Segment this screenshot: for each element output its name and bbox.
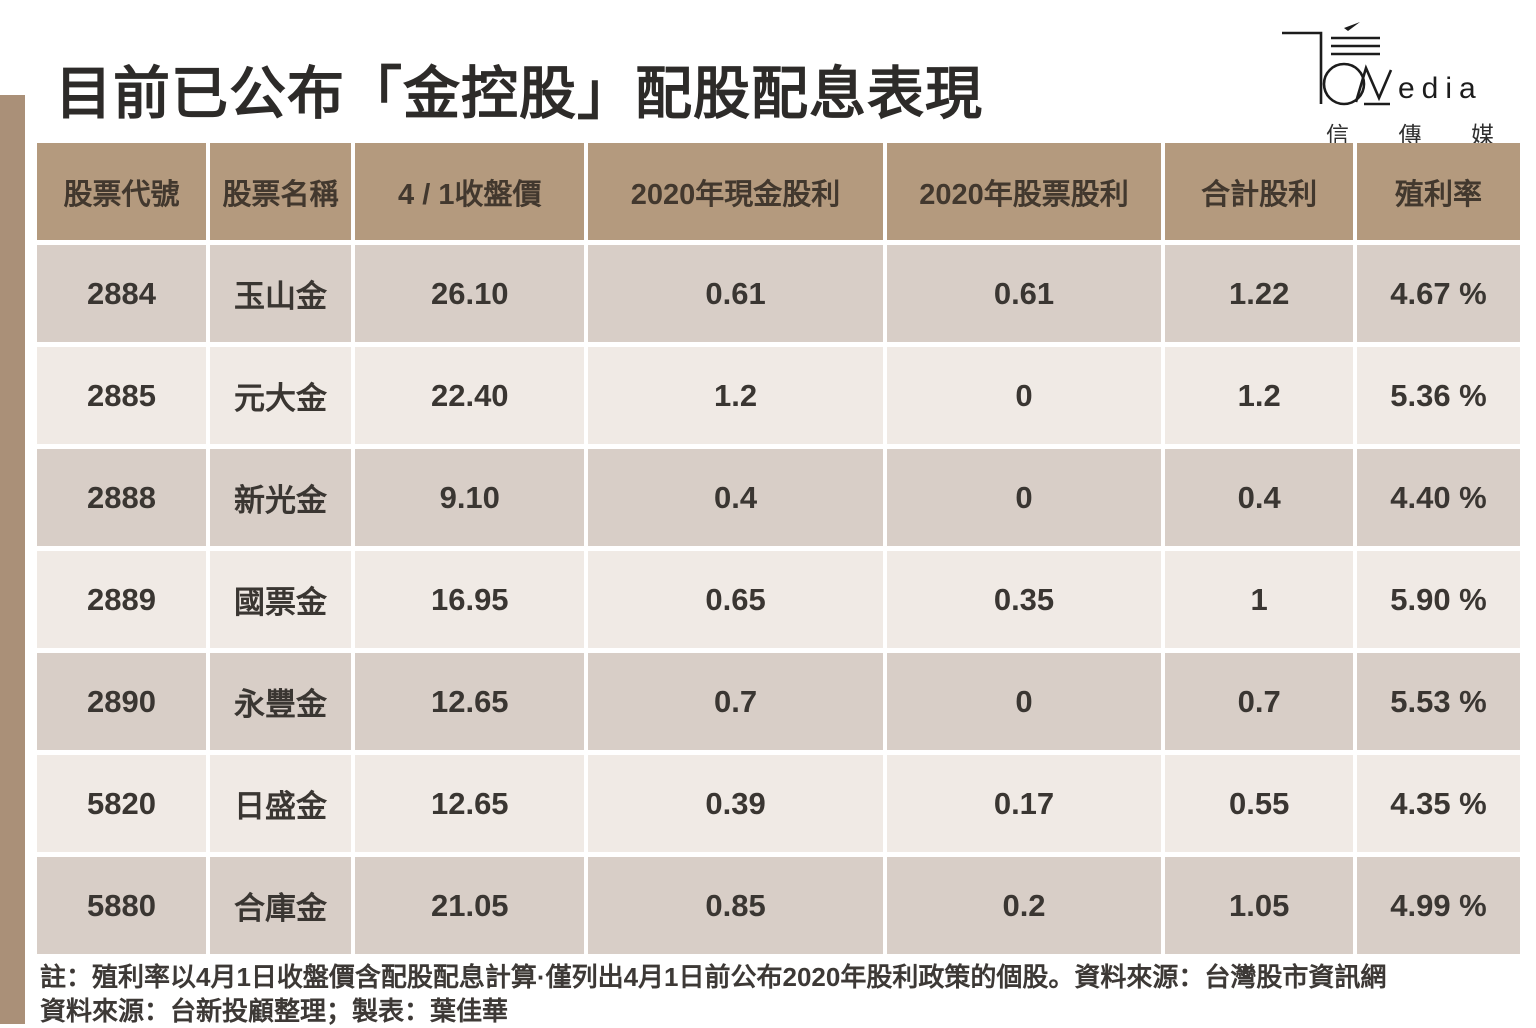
cell-total-dividend: 1.22 bbox=[1165, 245, 1353, 342]
footnote-line-1: 註：殖利率以4月1日收盤價含配股配息計算·僅列出4月1日前公布2020年股利政策… bbox=[40, 962, 1387, 992]
cell-close-price: 22.40 bbox=[355, 347, 585, 444]
cell-cash-dividend: 0.4 bbox=[588, 449, 883, 546]
cell-stock-code: 2885 bbox=[37, 347, 206, 444]
cell-cash-dividend: 0.61 bbox=[588, 245, 883, 342]
cell-yield: 4.35 % bbox=[1357, 755, 1520, 852]
cell-stock-code: 2890 bbox=[37, 653, 206, 750]
cell-yield: 4.40 % bbox=[1357, 449, 1520, 546]
cell-total-dividend: 0.55 bbox=[1165, 755, 1353, 852]
logo-char-chuan: 傳 bbox=[1398, 122, 1422, 148]
column-header-yield: 殖利率 bbox=[1357, 143, 1520, 240]
footnote-line-2: 資料來源：台新投顧整理；製表：葉佳華 bbox=[40, 996, 509, 1026]
cell-yield: 4.67 % bbox=[1357, 245, 1520, 342]
cell-cash-dividend: 0.39 bbox=[588, 755, 883, 852]
cell-stock-code: 2884 bbox=[37, 245, 206, 342]
left-accent-bar bbox=[0, 95, 25, 1024]
cm-media-logo-mark: edia bbox=[1282, 22, 1483, 106]
logo-char-xin: 信 bbox=[1326, 122, 1349, 148]
cell-cash-dividend: 0.85 bbox=[588, 857, 883, 954]
column-header-stock-code: 股票代號 bbox=[37, 143, 206, 240]
cell-cash-dividend: 0.7 bbox=[588, 653, 883, 750]
cell-close-price: 16.95 bbox=[355, 551, 585, 648]
column-header-close-price: 4 / 1收盤價 bbox=[355, 143, 585, 240]
cell-total-dividend: 0.4 bbox=[1165, 449, 1353, 546]
dividend-table: 股票代號 股票名稱 4 / 1收盤價 2020年現金股利 2020年股票股利 合計股利 殖利… bbox=[37, 143, 1520, 954]
cell-stock-dividend: 0 bbox=[886, 347, 1162, 444]
column-header-stock-dividend: 2020年股票股利 bbox=[886, 143, 1162, 240]
cell-stock-name: 元大金 bbox=[209, 347, 352, 444]
cm-media-logo: edia 信 傳 媒 bbox=[1268, 20, 1513, 148]
cell-stock-code: 2889 bbox=[37, 551, 206, 648]
cell-total-dividend: 0.7 bbox=[1165, 653, 1353, 750]
cell-stock-name: 合庫金 bbox=[209, 857, 352, 954]
cell-total-dividend: 1.05 bbox=[1165, 857, 1353, 954]
cell-total-dividend: 1 bbox=[1165, 551, 1353, 648]
cell-stock-code: 5820 bbox=[37, 755, 206, 852]
cell-cash-dividend: 0.65 bbox=[588, 551, 883, 648]
cell-yield: 5.53 % bbox=[1357, 653, 1520, 750]
cell-stock-code: 5880 bbox=[37, 857, 206, 954]
cell-stock-dividend: 0 bbox=[886, 653, 1162, 750]
logo-latin-text: edia bbox=[1398, 72, 1483, 105]
cell-stock-name: 國票金 bbox=[209, 551, 352, 648]
cell-stock-name: 玉山金 bbox=[209, 245, 352, 342]
logo-cjk-text: 信 傳 媒 bbox=[1326, 116, 1494, 150]
cell-stock-dividend: 0.61 bbox=[886, 245, 1162, 342]
cell-cash-dividend: 1.2 bbox=[588, 347, 883, 444]
cell-stock-dividend: 0.17 bbox=[886, 755, 1162, 852]
cell-close-price: 9.10 bbox=[355, 449, 585, 546]
cell-yield: 5.36 % bbox=[1357, 347, 1520, 444]
column-header-total-dividend: 合計股利 bbox=[1165, 143, 1353, 240]
cell-stock-name: 永豐金 bbox=[209, 653, 352, 750]
footnotes: 註：殖利率以4月1日收盤價含配股配息計算·僅列出4月1日前公布2020年股利政策… bbox=[40, 960, 1500, 1028]
cell-close-price: 26.10 bbox=[355, 245, 585, 342]
cell-stock-dividend: 0.35 bbox=[886, 551, 1162, 648]
cell-yield: 5.90 % bbox=[1357, 551, 1520, 648]
cell-yield: 4.99 % bbox=[1357, 857, 1520, 954]
cell-stock-dividend: 0 bbox=[886, 449, 1162, 546]
cell-close-price: 12.65 bbox=[355, 755, 585, 852]
logo-char-mei: 媒 bbox=[1471, 122, 1494, 148]
cell-total-dividend: 1.2 bbox=[1165, 347, 1353, 444]
cell-stock-name: 新光金 bbox=[209, 449, 352, 546]
cell-close-price: 21.05 bbox=[355, 857, 585, 954]
page-title: 目前已公布「金控股」配股配息表現 bbox=[55, 62, 983, 126]
cell-stock-name: 日盛金 bbox=[209, 755, 352, 852]
cell-stock-code: 2888 bbox=[37, 449, 206, 546]
column-header-cash-dividend: 2020年現金股利 bbox=[588, 143, 883, 240]
cell-close-price: 12.65 bbox=[355, 653, 585, 750]
cell-stock-dividend: 0.2 bbox=[886, 857, 1162, 954]
column-header-stock-name: 股票名稱 bbox=[209, 143, 352, 240]
